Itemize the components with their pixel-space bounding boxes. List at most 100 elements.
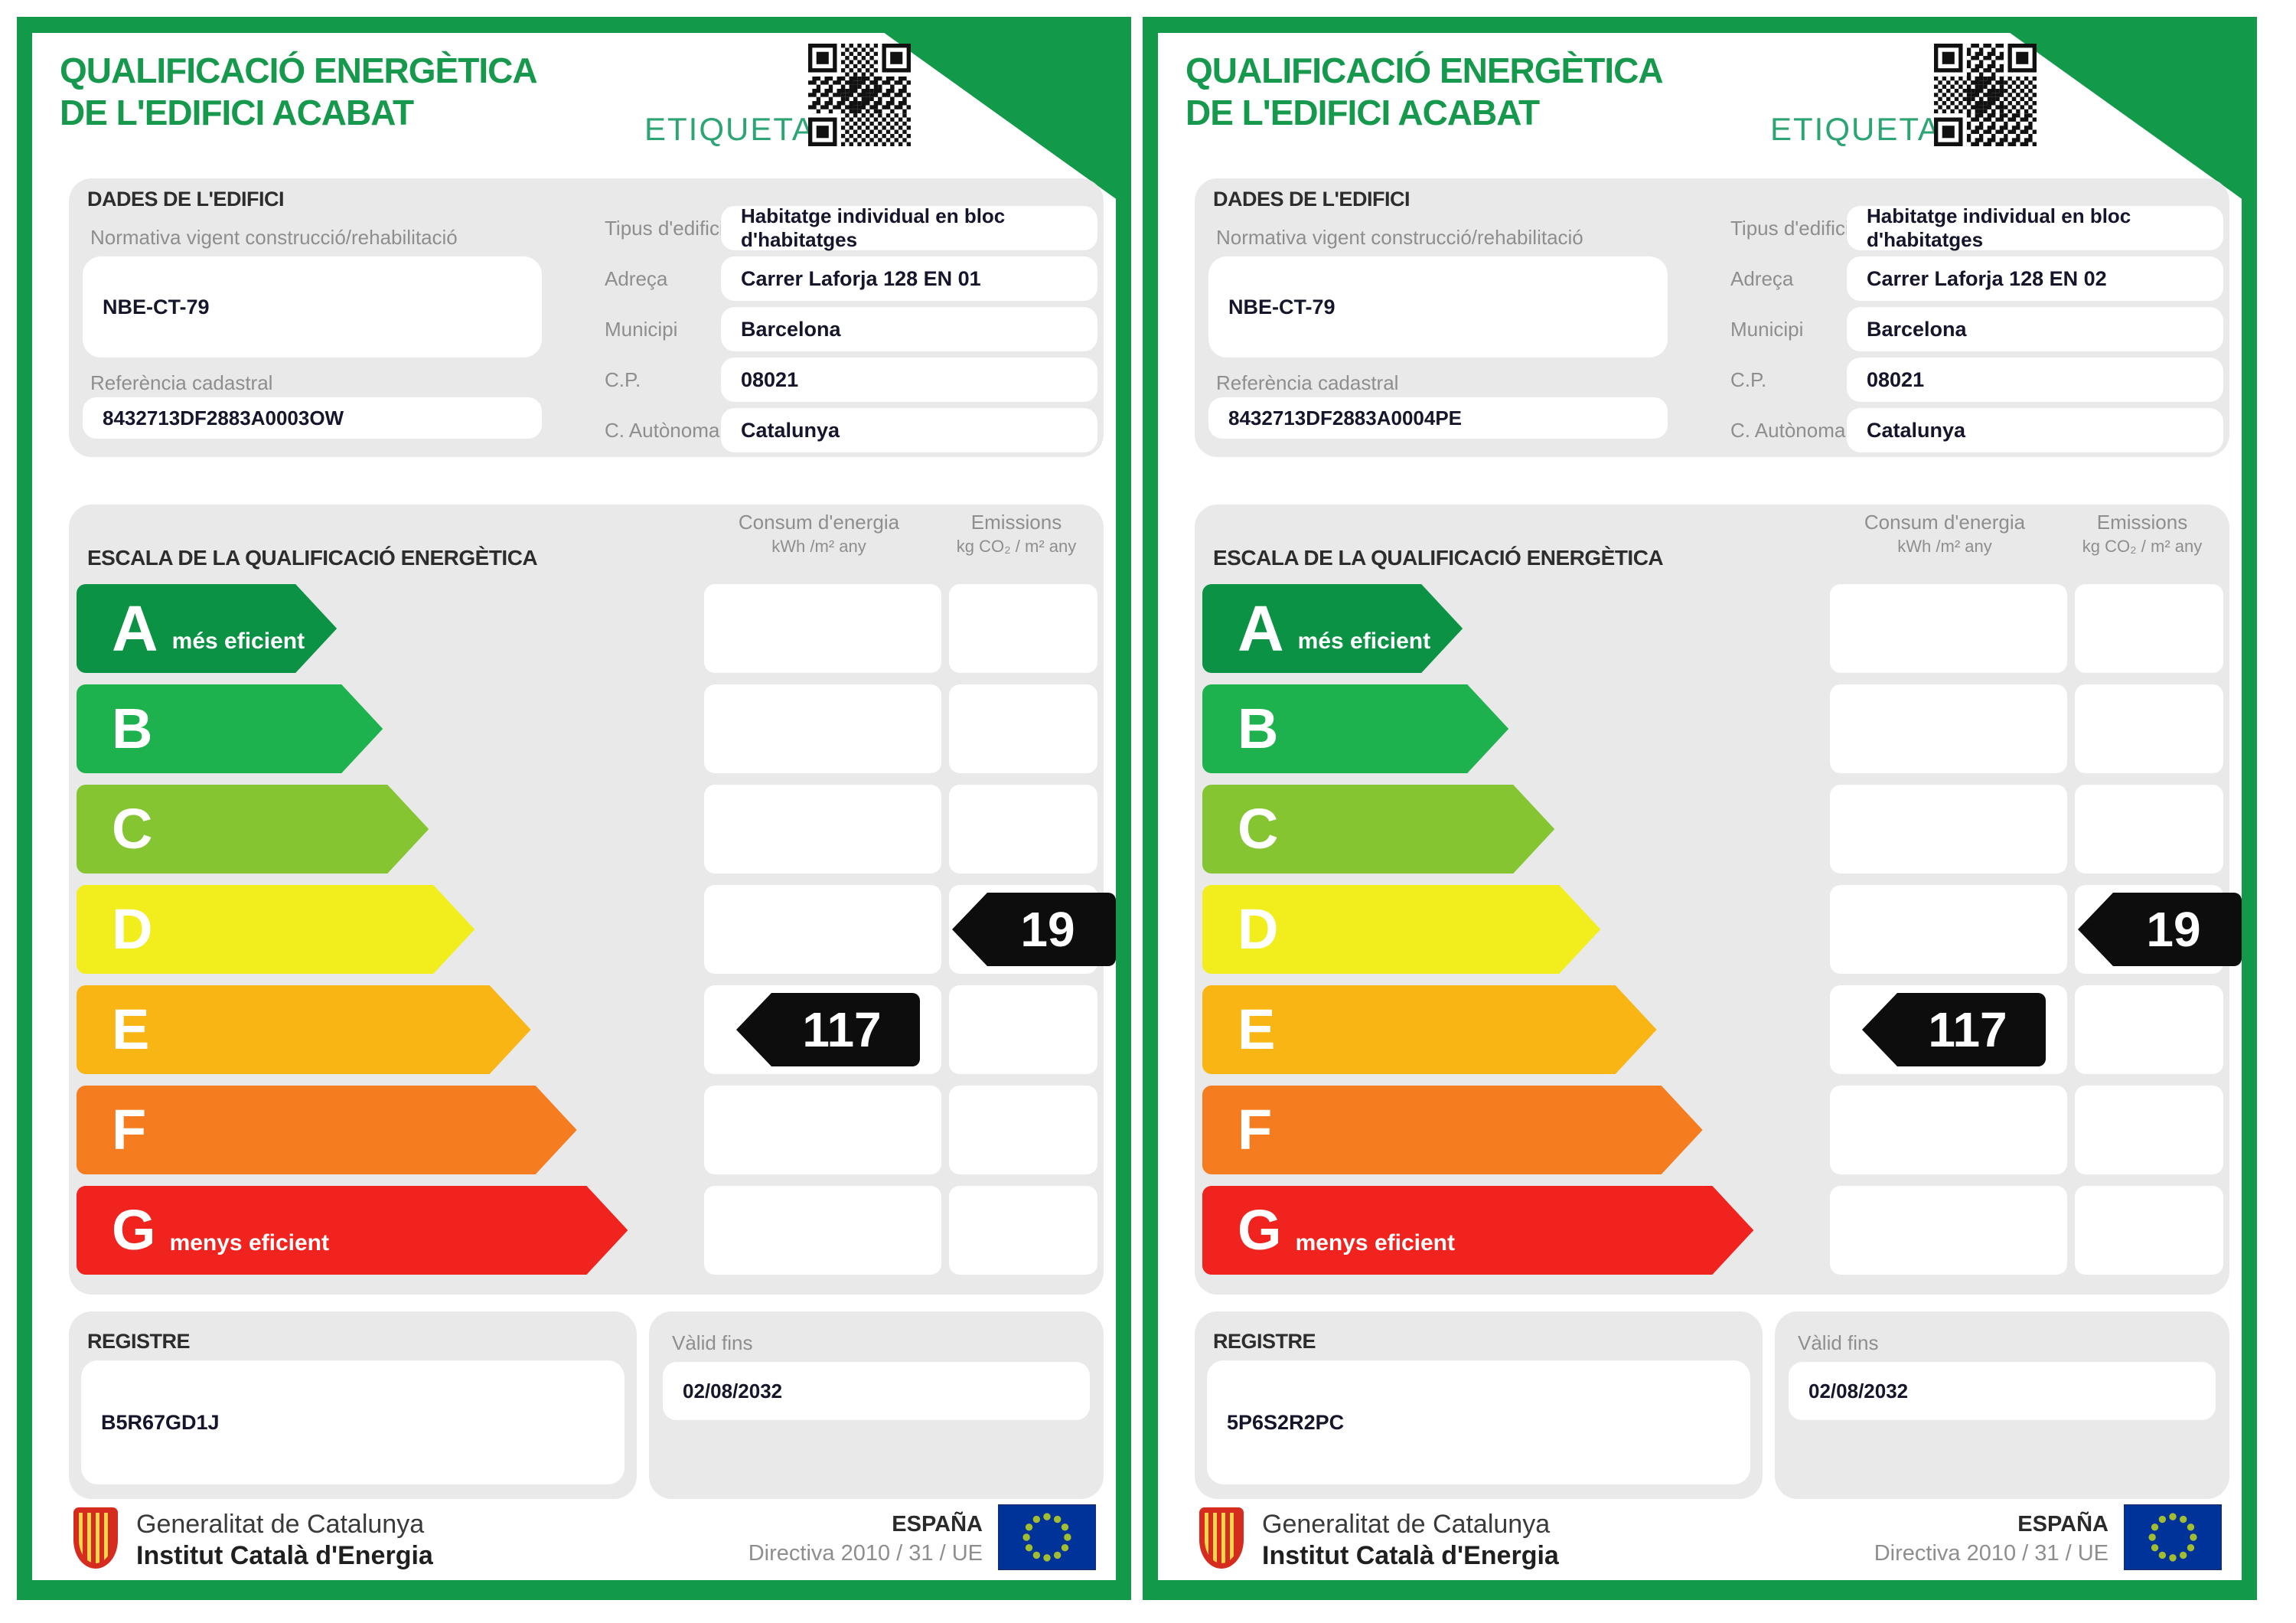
scale-row-a: A més eficient <box>1202 584 2223 673</box>
title-line-1: QUALIFICACIÓ ENERGÈTICA <box>60 51 538 90</box>
etiqueta-label: ETIQUETA <box>644 111 815 147</box>
directive-block: ESPAÑA Directiva 2010 / 31 / UE <box>1801 1510 2108 1569</box>
scale-row-e: 117 E <box>77 985 1097 1074</box>
consum-cell-f <box>704 1086 941 1174</box>
registre-label: REGISTRE <box>87 1330 191 1353</box>
government-credit: Generalitat de Catalunya Institut Català… <box>136 1510 433 1570</box>
qr-code-icon <box>808 44 911 146</box>
consum-cell-d <box>704 885 941 974</box>
building-section-title: DADES DE L'EDIFICI <box>87 188 284 211</box>
consum-cell-d <box>1830 885 2067 974</box>
rating-bar-g: G menys eficient <box>77 1186 628 1275</box>
registre-panel: REGISTRE B5R67GD1J <box>69 1311 637 1499</box>
rating-bar-d: D <box>1202 885 1600 974</box>
rating-bar-c: C <box>77 785 429 874</box>
rating-bar-b: B <box>1202 684 1508 773</box>
government-credit: Generalitat de Catalunya Institut Català… <box>1262 1510 1559 1570</box>
consum-value-tag: 117 <box>1862 993 2046 1066</box>
emissions-cell-f <box>949 1086 1097 1174</box>
emissions-cell-c <box>949 785 1097 874</box>
adreca-value: Carrer Laforja 128 EN 02 <box>1847 256 2223 301</box>
autonoma-value: Catalunya <box>1847 408 2223 452</box>
emissions-cell-b <box>949 684 1097 773</box>
cp-label: C.P. <box>1730 368 1767 391</box>
rating-bar-a: A més eficient <box>1202 584 1463 673</box>
emissions-cell-e <box>949 985 1097 1074</box>
scale-row-d: 19 D <box>1202 885 2242 974</box>
cp-value: 08021 <box>1847 358 2223 402</box>
consum-cell-f <box>1830 1086 2067 1174</box>
scale-row-c: C <box>1202 785 2223 874</box>
energy-label-card-2: QUALIFICACIÓ ENERGÈTICA DE L'EDIFICI ACA… <box>1143 17 2257 1600</box>
scale-row-a: A més eficient <box>77 584 1097 673</box>
emissions-cell-d: 19 <box>949 885 1116 974</box>
qr-code-icon <box>1934 44 2037 146</box>
emissions-cell-c <box>2075 785 2223 874</box>
normativa-value: NBE-CT-79 <box>1208 256 1668 358</box>
valid-until-value: 02/08/2032 <box>1789 1362 2216 1420</box>
adreca-value: Carrer Laforja 128 EN 01 <box>721 256 1097 301</box>
tipus-label: Tipus d'edifici <box>1730 217 1850 240</box>
scale-row-g: G menys eficient <box>77 1186 1097 1275</box>
emissions-cell-f <box>2075 1086 2223 1174</box>
scale-row-d: 19 D <box>77 885 1116 974</box>
eu-flag-icon <box>2124 1504 2222 1570</box>
generalitat-shield-icon <box>1199 1507 1244 1569</box>
scale-row-f: F <box>1202 1086 2223 1174</box>
emissions-cell-a <box>2075 584 2223 673</box>
page-title: QUALIFICACIÓ ENERGÈTICA DE L'EDIFICI ACA… <box>60 50 538 134</box>
scale-row-c: C <box>77 785 1097 874</box>
emissions-column-header: Emissions kg CO₂ / m² any <box>2082 511 2203 556</box>
autonoma-value: Catalunya <box>721 408 1097 452</box>
scale-rows: A més eficient B C <box>77 584 1116 1286</box>
valid-until-panel: Vàlid fins 02/08/2032 <box>649 1311 1104 1499</box>
adreca-label: Adreça <box>1730 267 1794 290</box>
rating-bar-e: E <box>1202 985 1657 1074</box>
rating-bar-c: C <box>1202 785 1554 874</box>
consum-cell-g <box>1830 1186 2067 1275</box>
registre-label: REGISTRE <box>1213 1330 1316 1353</box>
referencia-value: 8432713DF2883A0003OW <box>83 397 542 439</box>
normativa-label: Normativa vigent construcció/rehabilitac… <box>90 226 458 249</box>
valid-until-label: Vàlid fins <box>1798 1331 1879 1354</box>
scale-rows: A més eficient B C <box>1202 584 2242 1286</box>
autonoma-label: C. Autònoma <box>1730 419 1846 442</box>
rating-bar-f: F <box>1202 1086 1703 1174</box>
referencia-label: Referència cadastral <box>90 371 273 394</box>
page-title: QUALIFICACIÓ ENERGÈTICA DE L'EDIFICI ACA… <box>1186 50 1664 134</box>
cp-label: C.P. <box>605 368 641 391</box>
rating-bar-e: E <box>77 985 531 1074</box>
referencia-label: Referència cadastral <box>1216 371 1399 394</box>
etiqueta-label: ETIQUETA <box>1770 111 1941 147</box>
consum-column-header: Consum d'energia kWh /m² any <box>1864 511 2026 556</box>
tipus-value: Habitatge individual en bloc d'habitatge… <box>721 204 1097 251</box>
scale-section-title: ESCALA DE LA QUALIFICACIÓ ENERGÈTICA <box>1213 546 1664 570</box>
emissions-cell-d: 19 <box>2075 885 2242 974</box>
valid-until-panel: Vàlid fins 02/08/2032 <box>1775 1311 2229 1499</box>
tipus-value: Habitatge individual en bloc d'habitatge… <box>1847 204 2223 251</box>
scale-row-e: 117 E <box>1202 985 2223 1074</box>
emissions-cell-b <box>2075 684 2223 773</box>
consum-cell-b <box>704 684 941 773</box>
registre-panel: REGISTRE 5P6S2R2PC <box>1195 1311 1763 1499</box>
emissions-cell-g <box>949 1186 1097 1275</box>
normativa-label: Normativa vigent construcció/rehabilitac… <box>1216 226 1583 249</box>
espana-label: ESPAÑA <box>892 1512 983 1536</box>
title-line-2: DE L'EDIFICI ACABAT <box>1186 93 1540 132</box>
consum-cell-g <box>704 1186 941 1275</box>
emissions-value-tag: 19 <box>952 893 1116 966</box>
consum-cell-c <box>1830 785 2067 874</box>
municipi-value: Barcelona <box>1847 307 2223 351</box>
cp-value: 08021 <box>721 358 1097 402</box>
valid-until-label: Vàlid fins <box>672 1331 753 1354</box>
emissions-cell-a <box>949 584 1097 673</box>
referencia-value: 8432713DF2883A0004PE <box>1208 397 1668 439</box>
adreca-label: Adreça <box>605 267 668 290</box>
rating-bar-b: B <box>77 684 383 773</box>
building-data-panel: DADES DE L'EDIFICI Normativa vigent cons… <box>1195 178 2229 457</box>
registre-value: B5R67GD1J <box>81 1360 625 1484</box>
consum-column-header: Consum d'energia kWh /m² any <box>738 511 900 556</box>
emissions-cell-e <box>2075 985 2223 1074</box>
eu-flag-icon <box>998 1504 1096 1570</box>
directiva-label: Directiva 2010 / 31 / UE <box>748 1541 983 1566</box>
